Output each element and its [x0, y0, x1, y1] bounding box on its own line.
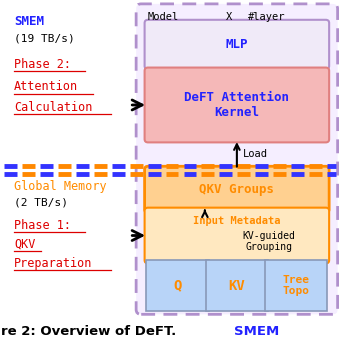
Text: Q: Q: [173, 279, 182, 293]
FancyBboxPatch shape: [146, 260, 209, 311]
Text: Preparation: Preparation: [14, 257, 92, 270]
Text: Attention: Attention: [14, 80, 78, 93]
Text: KV: KV: [228, 279, 245, 293]
Text: (2 TB/s): (2 TB/s): [14, 198, 68, 208]
FancyBboxPatch shape: [144, 68, 329, 142]
Text: Model: Model: [148, 11, 179, 22]
Text: SMEM: SMEM: [14, 15, 44, 28]
FancyBboxPatch shape: [144, 208, 329, 263]
FancyBboxPatch shape: [144, 166, 329, 213]
Text: DeFT Attention
Kernel: DeFT Attention Kernel: [184, 91, 289, 119]
Text: (19 TB/s): (19 TB/s): [14, 34, 75, 44]
Text: Global Memory: Global Memory: [14, 180, 107, 193]
FancyBboxPatch shape: [144, 20, 329, 69]
Text: KV-guided
Grouping: KV-guided Grouping: [242, 231, 295, 252]
FancyBboxPatch shape: [265, 260, 327, 311]
FancyBboxPatch shape: [206, 260, 268, 311]
Text: re 2: Overview of DeFT.: re 2: Overview of DeFT.: [1, 325, 181, 338]
Text: Phase 1:: Phase 1:: [14, 219, 71, 232]
Text: Tree
Topo: Tree Topo: [283, 275, 310, 296]
Text: X: X: [226, 11, 232, 22]
FancyBboxPatch shape: [136, 4, 338, 314]
Text: QKV: QKV: [14, 238, 36, 251]
Text: MLP: MLP: [226, 38, 248, 51]
Text: Load: Load: [243, 149, 268, 159]
Text: #layer: #layer: [248, 11, 285, 22]
Text: Phase 2:: Phase 2:: [14, 58, 71, 71]
Text: SMEM: SMEM: [234, 325, 279, 338]
Text: Calculation: Calculation: [14, 101, 92, 114]
Text: Input Metadata: Input Metadata: [193, 216, 280, 226]
Text: QKV Groups: QKV Groups: [199, 183, 274, 196]
